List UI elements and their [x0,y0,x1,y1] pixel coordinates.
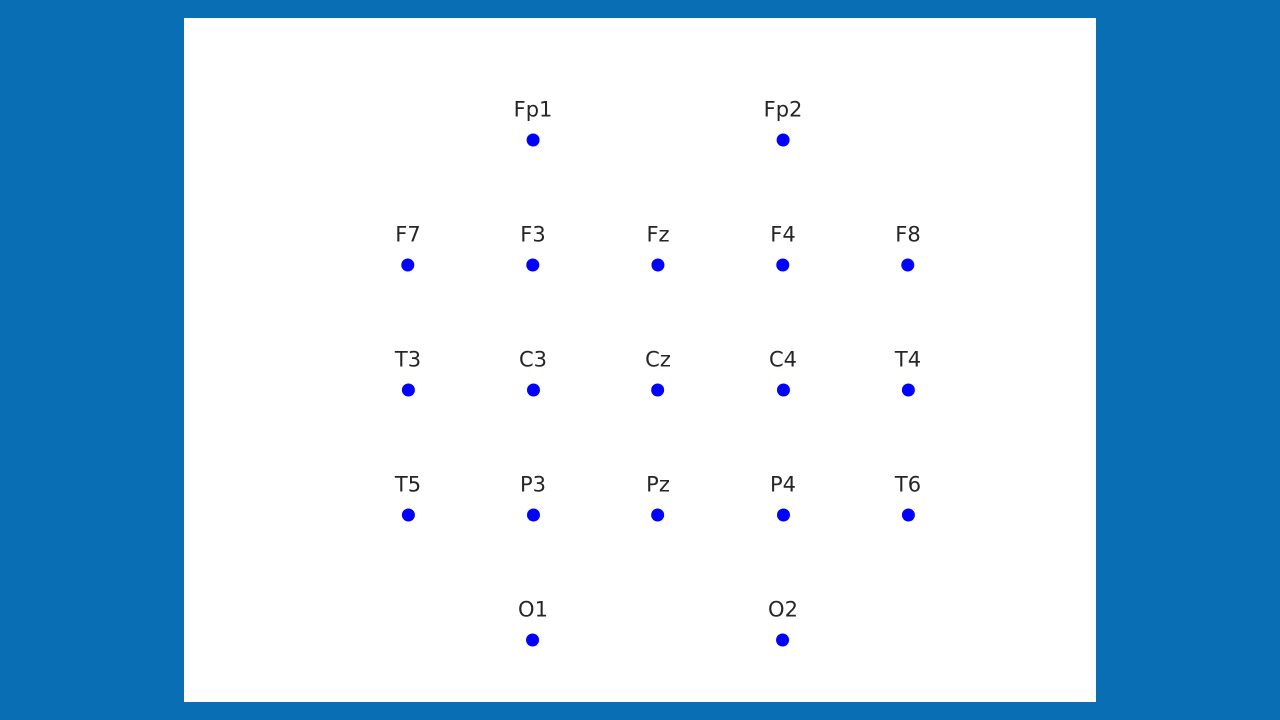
electrode-t6: T6 [895,473,921,522]
electrode-marker [527,134,540,147]
electrode-label: O1 [518,598,548,622]
electrode-label: Fz [646,223,669,247]
electrode-marker [777,509,790,522]
electrode-label: T5 [395,473,421,497]
electrode-marker [776,634,789,647]
electrode-f8: F8 [895,223,920,272]
electrode-label: F3 [520,223,545,247]
electrode-marker [652,384,665,397]
electrode-p4: P4 [770,473,796,522]
electrode-label: Cz [645,348,671,372]
electrode-label: C3 [519,348,547,372]
electrode-t3: T3 [395,348,421,397]
page-background: Fp1 Fp2 F7 F3 Fz F4 F8 T3 C3 Cz C4 T4 T5 P3 Pz P4 T6 O1 O2 [0,0,1280,720]
electrode-label: Fp2 [764,98,803,122]
electrode-marker [777,134,790,147]
electrode-marker [651,259,664,272]
electrode-p3: P3 [520,473,546,522]
electrode-panel [184,18,1096,702]
electrode-marker [401,384,414,397]
electrode-marker [526,634,539,647]
electrode-fp1: Fp1 [514,98,553,147]
electrode-marker [401,259,414,272]
electrode-t4: T4 [895,348,921,397]
electrode-fz: Fz [646,223,669,272]
electrode-label: T3 [395,348,421,372]
electrode-label: F8 [895,223,920,247]
electrode-marker [526,259,539,272]
electrode-label: Fp1 [514,98,553,122]
electrode-t5: T5 [395,473,421,522]
electrode-label: P3 [520,473,546,497]
electrode-label: T4 [895,348,921,372]
electrode-label: F7 [395,223,420,247]
electrode-label: Pz [646,473,670,497]
electrode-fp2: Fp2 [764,98,803,147]
electrode-label: T6 [895,473,921,497]
electrode-c4: C4 [769,348,797,397]
electrode-o1: O1 [518,598,548,647]
electrode-marker [901,384,914,397]
electrode-cz: Cz [645,348,671,397]
electrode-o2: O2 [768,598,798,647]
electrode-label: O2 [768,598,798,622]
electrode-marker [527,384,540,397]
electrode-pz: Pz [646,473,670,522]
electrode-f3: F3 [520,223,545,272]
electrode-f4: F4 [770,223,795,272]
electrode-marker [901,259,914,272]
electrode-label: F4 [770,223,795,247]
electrode-marker [901,509,914,522]
electrode-label: C4 [769,348,797,372]
electrode-marker [652,509,665,522]
electrode-c3: C3 [519,348,547,397]
electrode-f7: F7 [395,223,420,272]
electrode-marker [777,384,790,397]
electrode-marker [401,509,414,522]
electrode-marker [527,509,540,522]
electrode-label: P4 [770,473,796,497]
electrode-marker [776,259,789,272]
